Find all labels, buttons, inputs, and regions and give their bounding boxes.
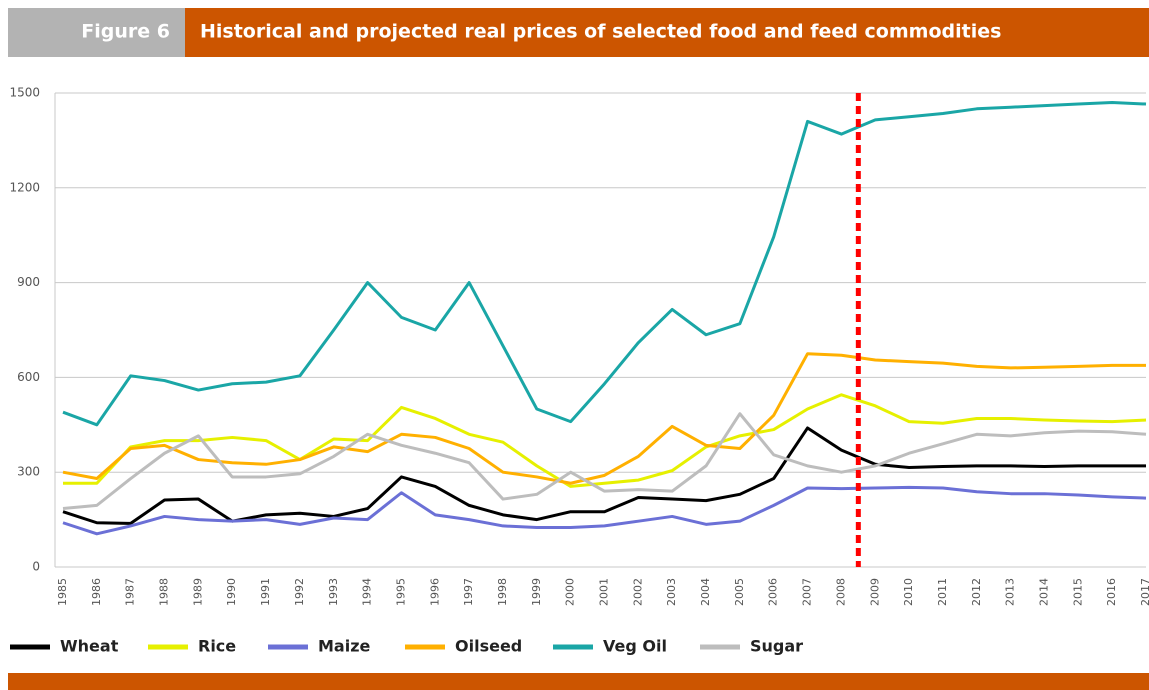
x-tick-label: 2013 — [1004, 578, 1017, 606]
y-tick-label: 300 — [17, 465, 40, 479]
series-line — [62, 485, 1147, 536]
x-tick-label: 2007 — [801, 578, 814, 606]
x-tick-label: 1985 — [56, 578, 69, 606]
x-tick-label: 1987 — [124, 578, 137, 606]
x-tick-label: 1999 — [530, 578, 543, 606]
footer-bar — [8, 673, 1149, 690]
figure-label-box — [8, 8, 185, 57]
x-tick-label: 1997 — [462, 578, 475, 606]
y-tick-label: 1200 — [9, 180, 40, 194]
x-tick-label: 1995 — [394, 578, 407, 606]
legend-label: Veg Oil — [603, 637, 667, 656]
x-tick-label: 1998 — [496, 578, 509, 606]
series-line — [63, 393, 1147, 488]
legend-label: Wheat — [60, 637, 119, 656]
y-tick-label: 600 — [17, 370, 40, 384]
x-tick-label: 2001 — [598, 578, 611, 606]
x-tick-label: 1989 — [191, 578, 204, 606]
x-tick-label: 2017 — [1139, 578, 1149, 606]
series-line — [62, 352, 1146, 485]
y-tick-label: 900 — [17, 275, 40, 289]
legend-label: Maize — [318, 637, 371, 656]
x-tick-label: 1996 — [428, 578, 441, 606]
x-tick-label: 2006 — [767, 578, 780, 606]
x-tick-label: 2014 — [1037, 578, 1050, 606]
series-line — [62, 412, 1147, 511]
chart-title: Historical and projected real prices of … — [200, 21, 1001, 43]
x-tick-label: 2015 — [1071, 578, 1084, 606]
x-tick-label: 2012 — [970, 578, 983, 606]
x-tick-label: 2003 — [665, 578, 678, 606]
y-tick-label: 1500 — [9, 86, 40, 100]
x-tick-label: 1994 — [361, 578, 374, 606]
y-tick-label: 0 — [32, 560, 40, 574]
legend-label: Rice — [198, 637, 236, 656]
x-tick-label: 1986 — [90, 578, 103, 606]
legend-label: Oilseed — [455, 637, 522, 656]
x-tick-label: 1992 — [293, 578, 306, 606]
x-tick-label: 2000 — [564, 578, 577, 606]
x-tick-label: 2002 — [631, 578, 644, 606]
x-tick-label: 2011 — [936, 578, 949, 606]
x-tick-label: 1990 — [225, 578, 238, 606]
title-bar — [185, 8, 1149, 57]
x-tick-label: 1991 — [259, 578, 272, 606]
x-tick-label: 2008 — [834, 578, 847, 606]
legend-label: Sugar — [750, 637, 803, 656]
x-tick-label: 2004 — [699, 578, 712, 606]
figure-label: Figure 6 — [81, 21, 170, 43]
x-tick-label: 1988 — [158, 578, 171, 606]
x-tick-label: 2009 — [868, 578, 881, 606]
series-line — [62, 426, 1146, 525]
series-line — [62, 100, 1147, 427]
x-tick-label: 2005 — [733, 578, 746, 606]
x-tick-label: 1993 — [327, 578, 340, 606]
x-tick-label: 2010 — [902, 578, 915, 606]
x-tick-label: 2016 — [1105, 578, 1118, 606]
